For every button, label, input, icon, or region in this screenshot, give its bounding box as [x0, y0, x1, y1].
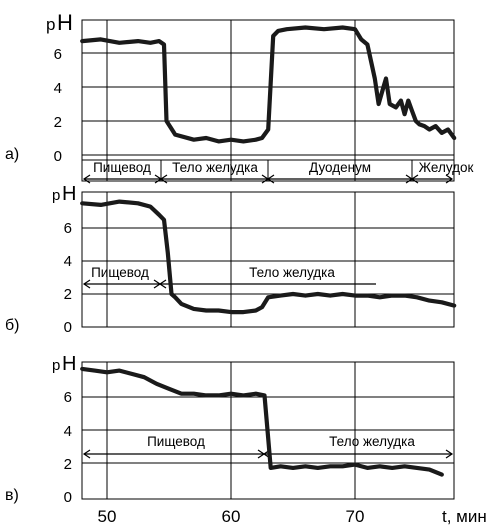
panel-c-label: в) — [5, 487, 19, 504]
panel-c-ph-prefix: р — [52, 357, 60, 374]
panel-b-segment-label-stomach-body: Тело желудка — [249, 265, 335, 280]
panel-b-segment-arrows — [82, 279, 376, 289]
panel-c-ytick-0: 0 — [64, 489, 72, 506]
panel-c-segment-label-esophagus: Пищевод — [147, 434, 205, 449]
panel-c-ytick-6: 6 — [64, 389, 72, 406]
panel-c-grid — [81, 361, 455, 500]
panel-c-ph-label: H — [62, 353, 76, 375]
panel-a-segment-label-stomach: Желудок — [419, 160, 474, 175]
panel-c: р H 0 2 4 6 Пищевод Тело желудка в) 50 6… — [5, 353, 487, 526]
panel-a-segment-label-stomach-body: Тело желудка — [172, 160, 258, 175]
panel-c-ph-curve — [80, 366, 444, 477]
panel-a-segment-label-esophagus: Пищевод — [93, 160, 151, 175]
x-tick-60: 60 — [222, 507, 241, 526]
panel-b-ph-prefix: р — [52, 187, 60, 204]
panel-b-grid — [81, 191, 455, 328]
panel-b-ytick-0: 0 — [64, 319, 72, 336]
panel-a-ytick-6: 6 — [54, 46, 62, 63]
panel-c-arrow-left-end — [82, 449, 91, 459]
panel-b-label: б) — [5, 317, 20, 334]
panel-b-ytick-4: 4 — [64, 253, 72, 270]
panel-a-ph-prefix: р — [46, 15, 55, 34]
panel-a: р H 0 2 4 6 Пищевод Тело желу — [5, 10, 474, 184]
panel-a-ph-label: H — [57, 10, 73, 35]
x-axis-label: t, мин — [442, 507, 487, 526]
panel-a-ph-curve — [80, 25, 457, 144]
panel-a-segment-label-duodenum: Дуоденум — [309, 160, 371, 175]
x-tick-70: 70 — [346, 507, 365, 526]
panel-b-ytick-6: 6 — [64, 220, 72, 237]
panel-c-arrow-right-end — [445, 449, 454, 459]
panel-a-arrow-left-end — [82, 174, 91, 184]
panel-b-arrow-left-end — [82, 279, 91, 289]
panel-a-arrow-right-end — [445, 174, 454, 184]
panel-b-arrow-boundary — [153, 279, 167, 289]
panel-c-segment-label-stomach-body: Тело желудка — [329, 434, 415, 449]
panel-a-ytick-2: 2 — [54, 114, 62, 131]
panel-b: р H 0 2 4 6 Пищевод Тело желудка б) — [5, 183, 457, 336]
x-tick-50: 50 — [98, 507, 117, 526]
panel-b-segment-label-esophagus: Пищевод — [91, 265, 149, 280]
panel-a-label: а) — [5, 146, 19, 163]
panel-a-ytick-4: 4 — [54, 80, 62, 97]
panel-b-ph-label: H — [62, 183, 76, 205]
panel-b-frame — [81, 191, 455, 328]
panel-b-ph-curve — [80, 199, 457, 315]
panel-c-ytick-2: 2 — [64, 456, 72, 473]
panel-c-ytick-4: 4 — [64, 423, 72, 440]
panel-a-ytick-0: 0 — [54, 148, 62, 165]
panel-b-ytick-2: 2 — [64, 286, 72, 303]
